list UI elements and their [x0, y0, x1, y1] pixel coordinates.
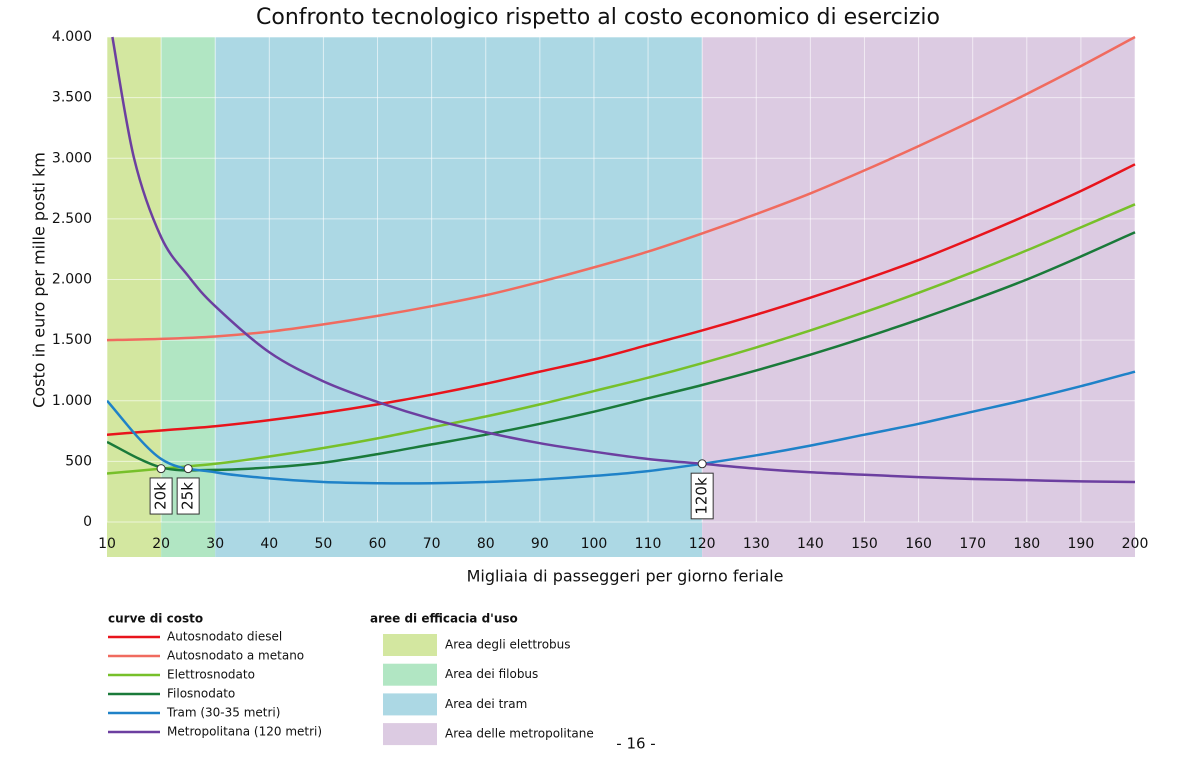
- series-line: [107, 35, 1136, 342]
- x-tick-label: 190: [1068, 536, 1095, 552]
- area-legend-swatch: [383, 663, 437, 686]
- y-tick-label: 4.000: [52, 29, 92, 45]
- y-tick-label: 3.500: [52, 90, 92, 106]
- x-tick-label: 90: [531, 536, 549, 552]
- x-tick-label: 30: [206, 536, 224, 552]
- x-tick-label: 80: [477, 536, 495, 552]
- lines: [107, 35, 1136, 485]
- legend-label: Autosnodato diesel: [167, 630, 282, 644]
- legend-label: Filosnodato: [167, 687, 235, 701]
- legend-label: Tram (30-35 metri): [166, 706, 280, 720]
- annotation-label: 25k: [179, 482, 197, 510]
- annotation-point: [183, 464, 193, 474]
- x-tick-label: 170: [959, 536, 986, 552]
- annotation-label: 120k: [693, 477, 711, 515]
- x-tick-label: 110: [635, 536, 662, 552]
- area-legend-label: Area dei tram: [445, 697, 527, 711]
- x-tick-label: 130: [743, 536, 770, 552]
- annotation-point: [697, 459, 707, 469]
- legend-label: Autosnodato a metano: [167, 649, 304, 663]
- series-line: [107, 370, 1136, 485]
- y-tick-label: 500: [65, 453, 92, 469]
- x-tick-label: 40: [260, 536, 278, 552]
- y-tick-label: 3.000: [52, 150, 92, 166]
- area-legend-label: Area dei filobus: [445, 667, 538, 681]
- area-legend-label: Area degli elettrobus: [445, 638, 571, 652]
- series-line: [107, 231, 1136, 472]
- annotation-box: [176, 477, 200, 515]
- x-tick-label: 150: [851, 536, 878, 552]
- grid: [106, 36, 1136, 523]
- x-tick-label: 160: [905, 536, 932, 552]
- series-line: [107, 163, 1136, 436]
- annotation-box: [149, 477, 173, 515]
- legend-title: curve di costo: [108, 612, 203, 626]
- area-legend-swatch: [383, 693, 437, 716]
- x-tick-label: 100: [581, 536, 608, 552]
- series-line: [111, 36, 1136, 484]
- y-tick-label: 2.000: [52, 272, 92, 288]
- annotation-point: [156, 464, 166, 474]
- y-tick-label: 1.000: [52, 393, 92, 409]
- area-legend-label: Area delle metropolitane: [445, 727, 594, 741]
- x-tick-label: 10: [98, 536, 116, 552]
- areas-legend-title: aree di efficacia d'uso: [370, 612, 518, 626]
- annotation-box: [690, 472, 714, 520]
- x-tick-label: 180: [1013, 536, 1040, 552]
- area-band: [215, 37, 703, 557]
- annotation-label: 20k: [152, 482, 170, 510]
- area-legend-swatch: [383, 634, 437, 656]
- area-legend-swatch: [383, 723, 437, 746]
- legend-label: Elettrosnodato: [167, 668, 255, 682]
- chart-title: Confronto tecnologico rispetto al costo …: [256, 5, 940, 30]
- labels: Area degli elettrobus Area dei filobus Are…: [52, 29, 1149, 746]
- y-tick-label: 0: [83, 514, 92, 530]
- y-tick-label: 2.500: [52, 211, 92, 227]
- x-tick-label: 120: [689, 536, 716, 552]
- x-tick-label: 60: [369, 536, 387, 552]
- x-tick-label: 20: [152, 536, 170, 552]
- legend-label: Metropolitana (120 metri): [167, 725, 322, 739]
- y-axis-label: Costo in euro per mille posti km: [30, 152, 49, 408]
- x-tick-label: 200: [1122, 536, 1149, 552]
- x-tick-label: 70: [423, 536, 441, 552]
- series-line: [107, 203, 1136, 475]
- page-number: - 16 -: [616, 735, 655, 753]
- x-axis-label: Migliaia di passeggeri per giorno ferial…: [467, 567, 784, 586]
- x-tick-label: 140: [797, 536, 824, 552]
- x-tick-label: 50: [315, 536, 333, 552]
- y-tick-label: 1.500: [52, 332, 92, 348]
